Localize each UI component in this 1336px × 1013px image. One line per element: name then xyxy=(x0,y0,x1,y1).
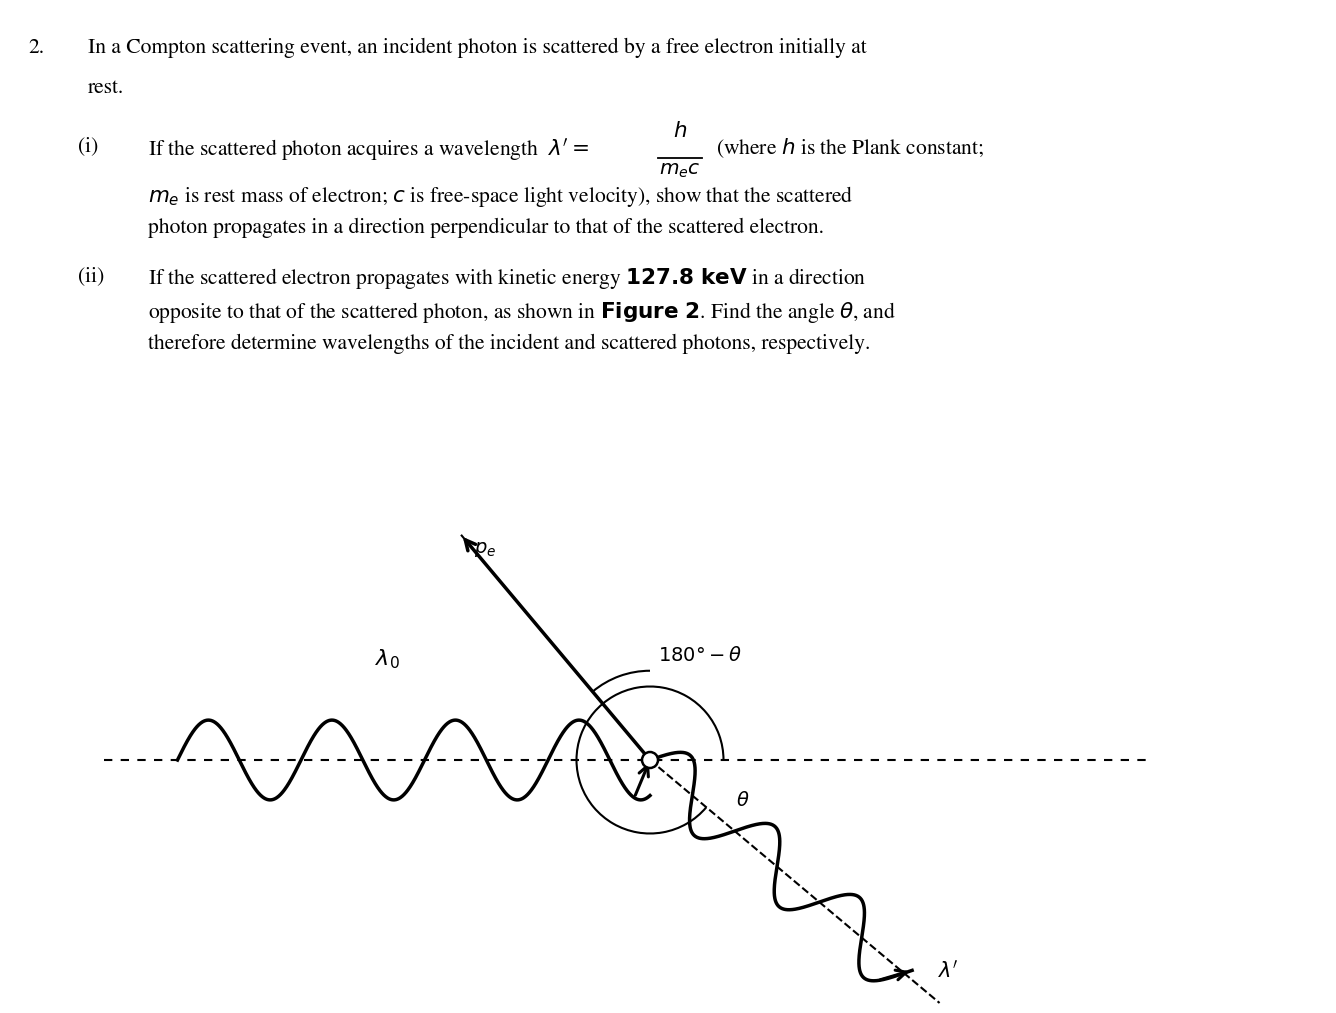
Text: $\lambda_0$: $\lambda_0$ xyxy=(375,647,399,671)
Text: (ii): (ii) xyxy=(77,266,104,286)
Text: 2.: 2. xyxy=(28,38,44,58)
Text: In a Compton scattering event, an incident photon is scattered by a free electro: In a Compton scattering event, an incide… xyxy=(88,38,867,59)
Text: photon propagates in a direction perpendicular to that of the scattered electron: photon propagates in a direction perpend… xyxy=(148,218,824,238)
Text: therefore determine wavelengths of the incident and scattered photons, respectiv: therefore determine wavelengths of the i… xyxy=(148,334,870,355)
Text: $m_e c$: $m_e c$ xyxy=(659,162,701,180)
Text: $p_e$: $p_e$ xyxy=(474,540,496,559)
Text: If the scattered photon acquires a wavelength  $\lambda' =$: If the scattered photon acquires a wavel… xyxy=(148,136,589,162)
Circle shape xyxy=(643,752,659,768)
Text: $m_e$ is rest mass of electron; $c$ is free-space light velocity), show that the: $m_e$ is rest mass of electron; $c$ is f… xyxy=(148,184,854,209)
Text: $h$: $h$ xyxy=(673,121,687,142)
Text: $\lambda'$: $\lambda'$ xyxy=(938,959,959,982)
Text: $180°-\theta$: $180°-\theta$ xyxy=(659,646,743,666)
Text: $\theta$: $\theta$ xyxy=(736,791,749,810)
Text: If the scattered electron propagates with kinetic energy $\mathbf{127.8\ keV}$ i: If the scattered electron propagates wit… xyxy=(148,266,866,291)
Text: opposite to that of the scattered photon, as shown in $\mathbf{Figure\ 2}$. Find: opposite to that of the scattered photon… xyxy=(148,300,896,325)
Text: rest.: rest. xyxy=(88,78,124,98)
Text: (i): (i) xyxy=(77,136,99,156)
Text: (where $h$ is the Plank constant;: (where $h$ is the Plank constant; xyxy=(716,136,985,160)
